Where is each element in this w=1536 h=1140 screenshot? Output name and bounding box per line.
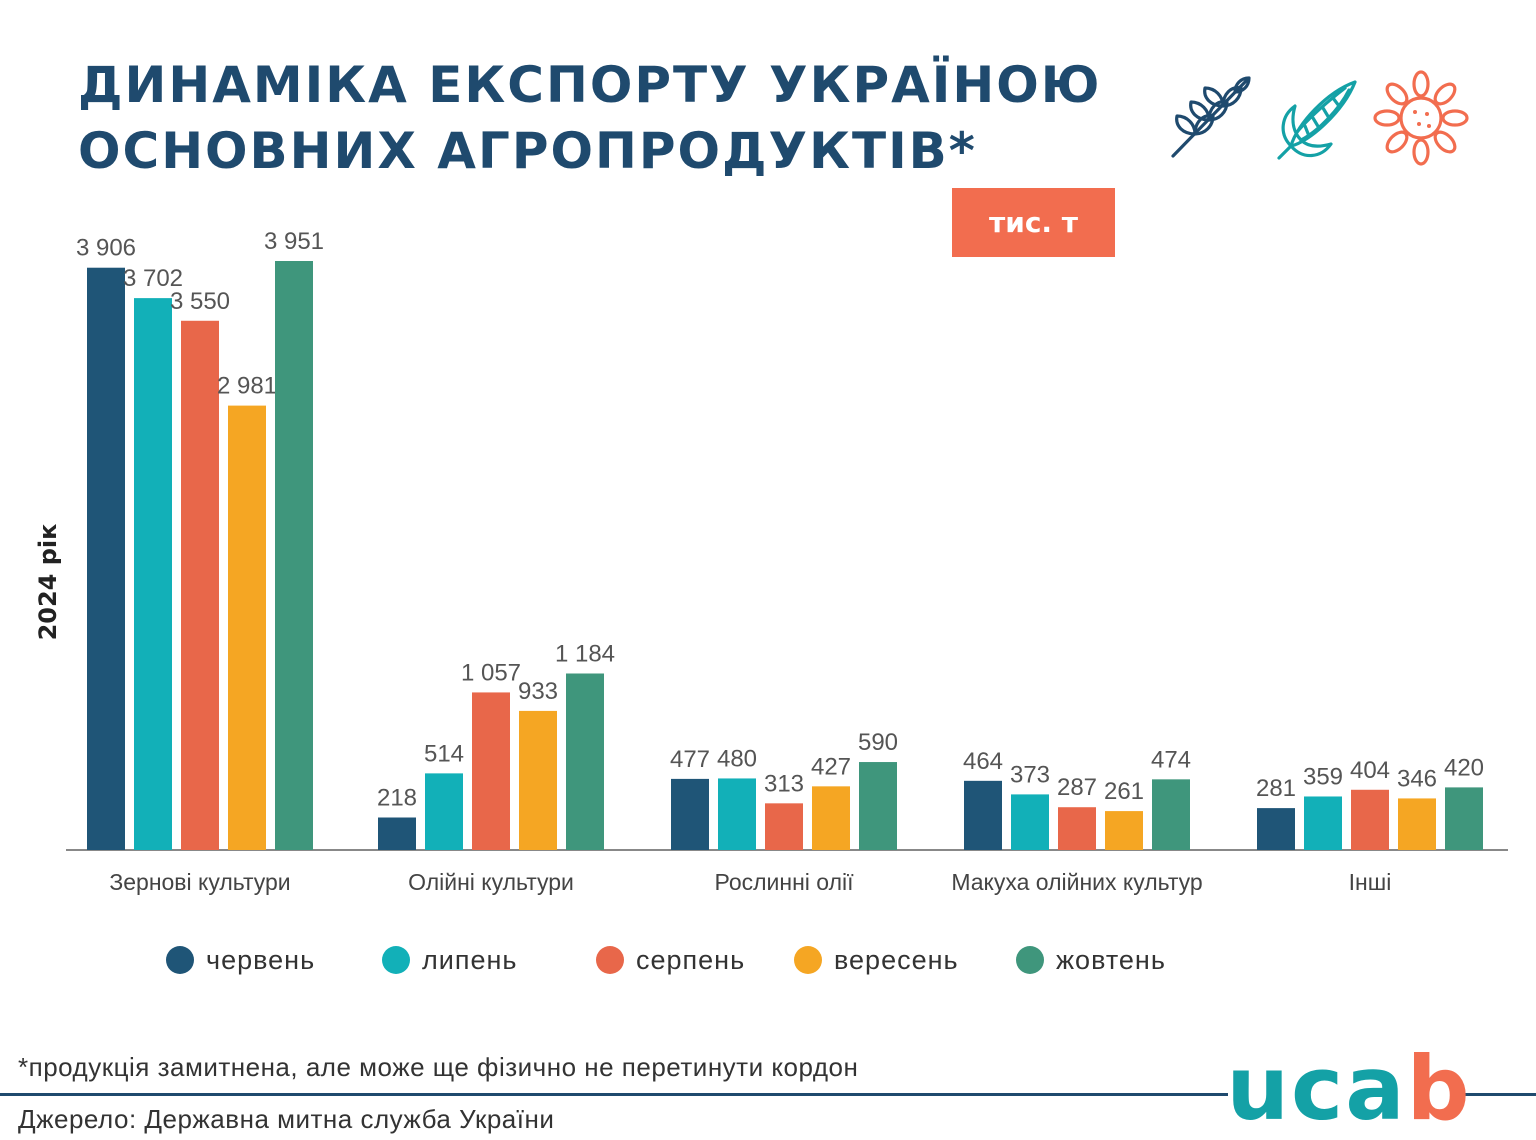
- bar-жовтень-4: [1152, 779, 1190, 850]
- data-label-липень-4: 373: [1010, 761, 1050, 788]
- corn-icon: [1277, 80, 1357, 160]
- data-label-жовтень-3: 590: [858, 729, 898, 756]
- chart-legend: червень липень серпень вересень жовтень: [0, 940, 1536, 980]
- data-label-серпень-4: 287: [1057, 774, 1097, 801]
- bar-вересень-2: [519, 710, 557, 850]
- data-label-вересень-3: 427: [811, 753, 851, 780]
- data-label-серпень-5: 404: [1350, 757, 1390, 784]
- legend-label: серпень: [636, 944, 746, 975]
- bar-серпень-3: [765, 803, 803, 850]
- legend-swatch: [1016, 946, 1044, 974]
- footer-divider-left: [0, 1093, 1228, 1096]
- bar-серпень-2: [472, 692, 510, 850]
- bar-вересень-5: [1398, 798, 1436, 850]
- unit-badge: тис. т: [952, 188, 1115, 257]
- footnote: *продукція замитнена, але може ще фізичн…: [18, 1052, 859, 1082]
- data-label-жовтень-4: 474: [1151, 746, 1191, 773]
- legend-swatch: [596, 946, 624, 974]
- bar-червень-3: [671, 778, 709, 850]
- data-label-липень-2: 514: [424, 740, 464, 767]
- sunflower-icon: [1373, 70, 1469, 166]
- category-label-1: Зернові культури: [109, 869, 290, 895]
- bar-вересень-1: [228, 405, 266, 850]
- bar-серпень-5: [1351, 789, 1389, 850]
- legend-label: червень: [206, 944, 316, 975]
- bar-вересень-4: [1105, 811, 1143, 850]
- legend-item-серпень: серпень: [596, 940, 745, 980]
- data-label-червень-5: 281: [1256, 775, 1296, 802]
- data-label-вересень-1: 2 981: [217, 373, 277, 400]
- logo-accent-letter: b: [1406, 1036, 1472, 1140]
- bar-червень-4: [964, 780, 1002, 850]
- category-label-5: Інші: [1349, 869, 1392, 895]
- legend-label: жовтень: [1056, 944, 1166, 975]
- data-label-червень-1: 3 906: [76, 235, 136, 262]
- source-note: Джерело: Державна митна служба України: [18, 1104, 555, 1134]
- chart-title-line-1: Динаміка експорту Україною: [78, 56, 1102, 114]
- data-label-вересень-5: 346: [1397, 765, 1437, 792]
- header-icons: [1165, 70, 1475, 170]
- bar-липень-2: [425, 773, 463, 850]
- bar-липень-4: [1011, 794, 1049, 850]
- bar-липень-3: [718, 778, 756, 850]
- data-label-червень-2: 218: [377, 785, 417, 812]
- data-label-липень-3: 480: [717, 745, 757, 772]
- legend-label: липень: [422, 944, 518, 975]
- category-label-3: Рослинні олії: [715, 869, 855, 895]
- data-label-червень-4: 464: [963, 748, 1003, 775]
- bar-серпень-1: [181, 320, 219, 850]
- bar-червень-1: [87, 267, 125, 850]
- data-label-серпень-1: 3 550: [170, 288, 230, 315]
- bar-жовтень-5: [1445, 787, 1483, 850]
- chart-title-line-2: основних агропродуктів*: [78, 122, 977, 180]
- footer-divider-right: [1462, 1093, 1536, 1096]
- legend-item-жовтень: жовтень: [1016, 940, 1166, 980]
- legend-item-липень: липень: [382, 940, 517, 980]
- data-label-вересень-2: 933: [518, 678, 558, 705]
- bar-жовтень-2: [566, 673, 604, 850]
- data-label-червень-3: 477: [670, 746, 710, 773]
- bar-жовтень-1: [275, 261, 313, 850]
- chart-title: Динаміка експорту Україною основних агро…: [78, 52, 1138, 184]
- data-label-жовтень-5: 420: [1444, 754, 1484, 781]
- legend-swatch: [794, 946, 822, 974]
- ucab-logo: uca b: [1226, 1037, 1469, 1140]
- bar-червень-5: [1257, 808, 1295, 850]
- data-label-липень-1: 3 702: [123, 265, 183, 292]
- data-label-серпень-3: 313: [764, 770, 804, 797]
- bar-серпень-4: [1058, 807, 1096, 850]
- bar-липень-5: [1304, 796, 1342, 850]
- legend-item-вересень: вересень: [794, 940, 959, 980]
- legend-swatch: [382, 946, 410, 974]
- category-label-2: Олійні культури: [408, 869, 574, 895]
- bar-вересень-3: [812, 786, 850, 850]
- data-label-жовтень-2: 1 184: [555, 640, 615, 667]
- data-label-серпень-2: 1 057: [461, 659, 521, 686]
- data-label-вересень-4: 261: [1104, 778, 1144, 805]
- legend-label: вересень: [834, 944, 959, 975]
- bar-жовтень-3: [859, 762, 897, 850]
- legend-swatch: [166, 946, 194, 974]
- logo-text: uca: [1226, 1036, 1407, 1140]
- bar-червень-2: [378, 817, 416, 850]
- legend-item-червень: червень: [166, 940, 315, 980]
- category-label-4: Макуха олійних культур: [951, 869, 1202, 895]
- bar-липень-1: [134, 298, 172, 850]
- wheat-icon: [1171, 76, 1251, 158]
- data-label-жовтень-1: 3 951: [264, 228, 324, 255]
- data-label-липень-5: 359: [1303, 763, 1343, 790]
